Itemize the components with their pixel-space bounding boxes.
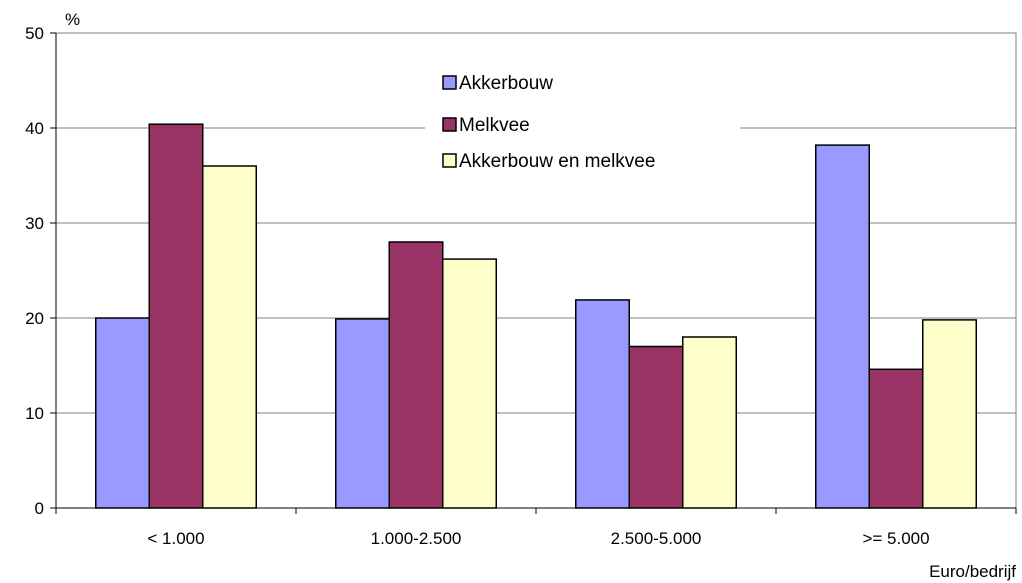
y-tick-label: 10 — [25, 404, 44, 423]
x-tick-label: < 1.000 — [147, 529, 204, 548]
y-tick-label: 40 — [25, 119, 44, 138]
axes — [50, 32, 1017, 514]
y-tick-label: 50 — [25, 24, 44, 43]
bar — [148, 123, 204, 509]
bar — [202, 165, 257, 509]
y-tick-label: 0 — [35, 499, 44, 518]
y-tick-label: 30 — [25, 214, 44, 233]
legend-swatch — [442, 117, 457, 132]
legend-label: Akkerbouw — [459, 73, 553, 94]
y-tick-label: 20 — [25, 309, 44, 328]
legend-swatch — [442, 153, 457, 168]
legend-swatch — [442, 75, 457, 90]
bar — [388, 241, 444, 509]
bar — [95, 317, 150, 509]
x-tick-label: 2.500-5.000 — [611, 529, 702, 548]
bar — [868, 368, 924, 509]
bar — [922, 319, 977, 509]
bar — [815, 144, 870, 509]
legend-label: Melkvee — [459, 115, 530, 136]
bar — [335, 318, 390, 509]
bars — [95, 123, 977, 509]
bar — [442, 258, 497, 509]
y-tick-labels: 0 10 20 30 40 50 — [25, 24, 44, 518]
x-tick-labels: < 1.000 1.000-2.500 2.500-5.000 >= 5.000 — [147, 529, 929, 548]
y-axis-label: % — [65, 10, 80, 29]
x-tick-label: 1.000-2.500 — [371, 529, 462, 548]
bar — [682, 336, 737, 509]
x-axis-label: Euro/bedrijf — [929, 562, 1016, 581]
legend-label: Akkerbouw en melkvee — [459, 151, 655, 172]
legend: Akkerbouw Melkvee Akkerbouw en melkvee — [425, 63, 740, 188]
bar — [575, 299, 630, 509]
legend-background — [425, 63, 740, 188]
x-tick-label: >= 5.000 — [862, 529, 929, 548]
bar — [628, 345, 684, 509]
